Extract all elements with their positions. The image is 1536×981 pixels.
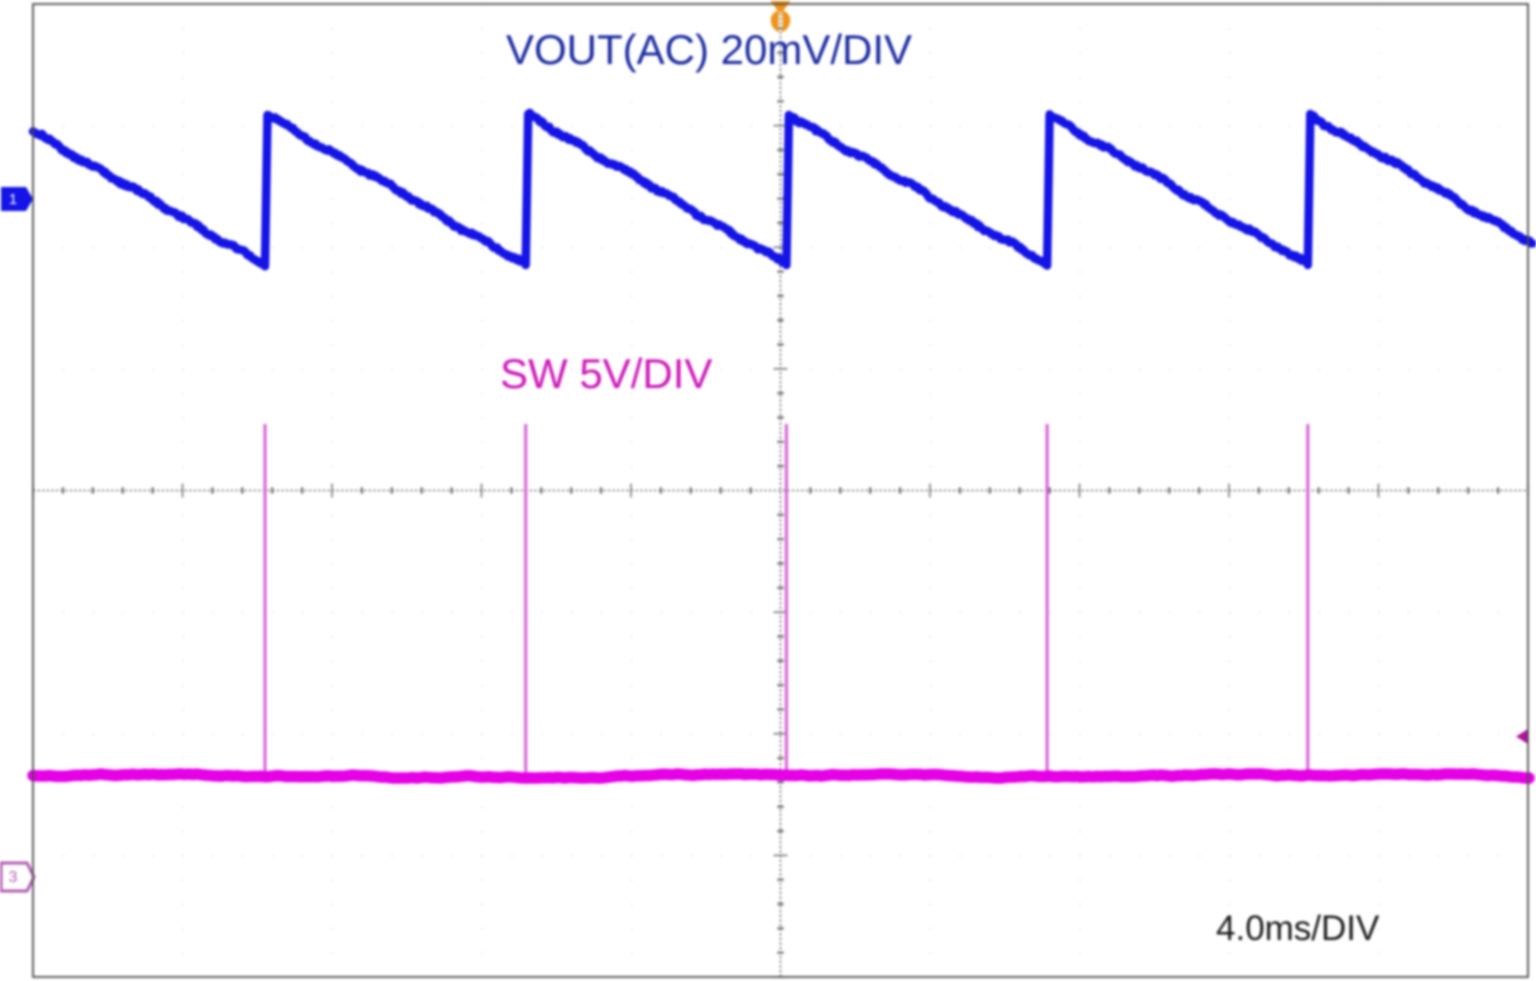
svg-text:VOUT(AC) 20mV/DIV: VOUT(AC) 20mV/DIV [506,26,912,73]
svg-text:SW 5V/DIV: SW 5V/DIV [500,350,712,397]
svg-text:3: 3 [9,869,18,886]
svg-text:4.0ms/DIV: 4.0ms/DIV [1216,909,1380,948]
svg-text:1: 1 [9,191,17,208]
